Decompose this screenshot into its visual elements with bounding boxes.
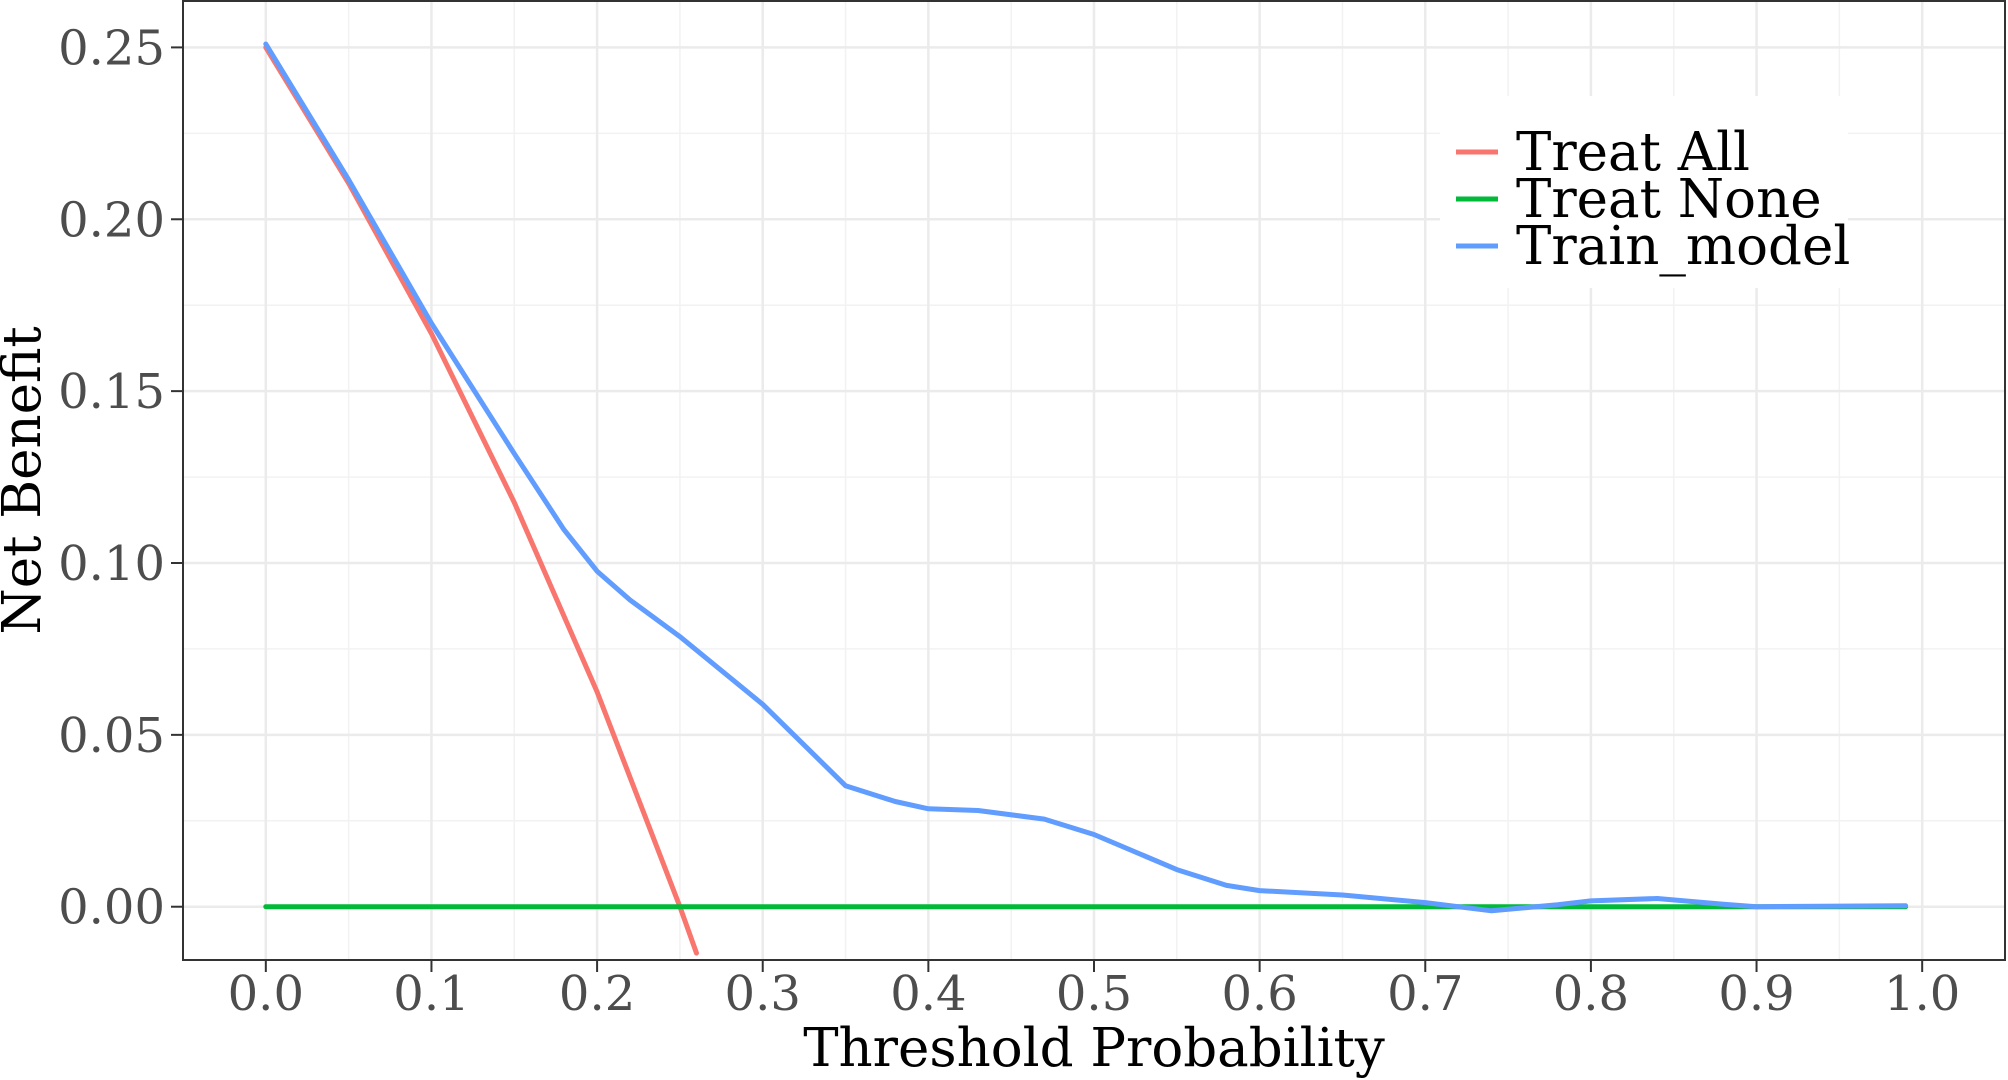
- x-tick-label: 0.4: [890, 966, 966, 1022]
- legend-label-treat-all: Treat All: [1516, 122, 1750, 183]
- legend-label-train-model: Train_model: [1516, 216, 1850, 277]
- legend-box: [1440, 96, 1848, 288]
- y-tick-label: 0.25: [58, 20, 165, 76]
- y-tick-label: 0.10: [58, 536, 165, 592]
- x-tick-label: 0.5: [1056, 966, 1132, 1022]
- series-line-train-model: [263, 41, 1909, 914]
- series-line-treat-all: [263, 44, 699, 956]
- y-tick-label: 0.20: [58, 192, 165, 248]
- x-tick-label: 0.6: [1221, 966, 1297, 1022]
- x-tick-label: 0.7: [1387, 966, 1463, 1022]
- x-tick-label: 0.9: [1718, 966, 1794, 1022]
- x-axis: 0.0 0.1 0.2 0.3 0.4 0.5 0.6 0.7 0.8 0.9 1.0: [228, 960, 1960, 1022]
- y-tick-label: 0.05: [58, 708, 165, 764]
- x-tick-label: 0.1: [393, 966, 469, 1022]
- x-tick-label: 0.8: [1553, 966, 1629, 1022]
- y-axis: 0.00 0.05 0.10 0.15 0.20 0.25: [58, 20, 183, 936]
- x-tick-label: 0.3: [725, 966, 801, 1022]
- x-tick-label: 1.0: [1884, 966, 1960, 1022]
- y-tick-label: 0.00: [58, 880, 165, 936]
- x-tick-label: 0.2: [559, 966, 635, 1022]
- x-tick-label: 0.0: [228, 966, 304, 1022]
- x-axis-title: Threshold Probability: [803, 1018, 1385, 1079]
- y-axis-title: Net Benefit: [0, 326, 53, 634]
- series-lines: [263, 41, 1909, 956]
- legend-label-treat-none: Treat None: [1516, 169, 1822, 230]
- y-tick-label: 0.15: [58, 364, 165, 420]
